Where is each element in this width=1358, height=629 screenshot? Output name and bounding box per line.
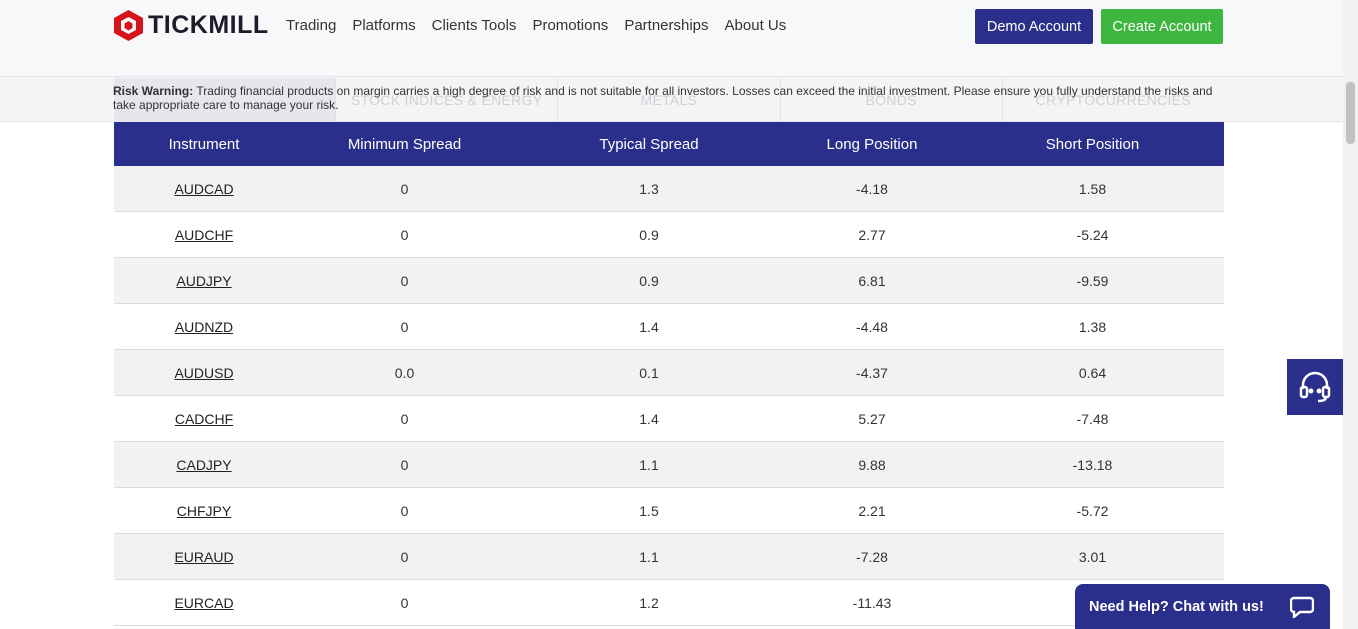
page-scrollbar[interactable]	[1343, 0, 1358, 629]
nav-clients-tools[interactable]: Clients Tools	[431, 17, 517, 34]
tab-bonds[interactable]: Bonds	[781, 78, 1003, 122]
long-position-cell: -7.28	[856, 548, 888, 565]
typical-spread-cell: 1.3	[639, 180, 659, 197]
table-row: CADJPY 0 1.1 9.88 -13.18	[114, 442, 1224, 488]
instrument-link[interactable]: CADJPY	[176, 456, 232, 473]
min-spread-cell: 0	[400, 180, 409, 197]
typical-spread-cell: 1.2	[639, 594, 659, 611]
instrument-tabs: Stock Indices & Energy Metals Bonds Cryp…	[114, 78, 1224, 122]
support-button[interactable]	[1287, 359, 1343, 415]
chat-label: Need Help? Chat with us!	[1089, 598, 1264, 615]
table-row: CHFJPY 0 1.5 2.21 -5.72	[114, 488, 1224, 534]
long-position-cell: -11.43	[852, 594, 892, 611]
instrument-link[interactable]: CADCHF	[174, 410, 234, 427]
min-spread-cell: 0	[400, 226, 409, 243]
table-row: CADCHF 0 1.4 5.27 -7.48	[114, 396, 1224, 442]
create-account-button[interactable]: Create Account	[1101, 9, 1223, 44]
short-position-cell: -9.59	[1076, 272, 1109, 289]
typical-spread-cell: 1.5	[639, 502, 659, 519]
spreads-table: Instrument Minimum Spread Typical Spread…	[114, 122, 1224, 626]
header-short-position: Short Position	[1045, 135, 1140, 153]
site-header: TICKMILL Trading Platforms Clients Tools…	[0, 0, 1343, 77]
instrument-link[interactable]: AUDCHF	[174, 226, 234, 243]
risk-warning-label: Risk Warning:	[113, 84, 194, 98]
header-minimum-spread: Minimum Spread	[347, 135, 462, 153]
instrument-link[interactable]: AUDUSD	[174, 364, 234, 381]
risk-warning-body: Trading financial products on margin car…	[113, 84, 1213, 112]
short-position-cell: 0.64	[1078, 364, 1107, 381]
instrument-link[interactable]: CHFJPY	[176, 502, 232, 519]
chat-widget-button[interactable]: Need Help? Chat with us!	[1075, 584, 1330, 629]
typical-spread-cell: 0.1	[639, 364, 659, 381]
short-position-cell: 1.58	[1078, 180, 1107, 197]
instrument-link[interactable]: AUDNZD	[174, 318, 234, 335]
short-position-cell: 1.38	[1078, 318, 1107, 335]
instrument-link[interactable]: AUDCAD	[174, 180, 234, 197]
instrument-link[interactable]: EURAUD	[174, 548, 234, 565]
typical-spread-cell: 1.1	[639, 456, 659, 473]
nav-promotions[interactable]: Promotions	[532, 17, 609, 34]
tab-metals[interactable]: Metals	[558, 78, 781, 122]
min-spread-cell: 0	[400, 410, 409, 427]
header-long-position: Long Position	[826, 135, 918, 153]
tickmill-logo-icon	[114, 10, 143, 41]
header-typical-spread: Typical Spread	[599, 135, 699, 153]
instrument-link[interactable]: AUDJPY	[176, 272, 232, 289]
tab-forex[interactable]	[114, 78, 336, 122]
short-position-cell: 3.01	[1078, 548, 1107, 565]
min-spread-cell: 0	[400, 272, 409, 289]
instrument-link[interactable]: EURCAD	[174, 594, 234, 611]
table-header: Instrument Minimum Spread Typical Spread…	[114, 122, 1224, 166]
nav-partnerships[interactable]: Partnerships	[624, 17, 709, 34]
risk-warning-text: Risk Warning: Trading financial products…	[113, 84, 1225, 112]
typical-spread-cell: 1.4	[639, 318, 659, 335]
table-row: AUDJPY 0 0.9 6.81 -9.59	[114, 258, 1224, 304]
tab-cryptocurrencies[interactable]: Cryptocurrencies	[1035, 92, 1191, 108]
demo-account-button[interactable]: Demo Account	[975, 9, 1093, 44]
short-position-cell: -7.48	[1076, 410, 1109, 427]
scrollbar-thumb[interactable]	[1346, 82, 1355, 144]
long-position-cell: 6.81	[858, 272, 886, 289]
short-position-cell: -5.72	[1076, 502, 1109, 519]
tab-stock-indices[interactable]: Stock Indices & Energy	[336, 78, 559, 122]
min-spread-cell: 0	[400, 594, 409, 611]
table-row: EURAUD 0 1.1 -7.28 3.01	[114, 534, 1224, 580]
logo-text: TICKMILL	[148, 11, 269, 39]
long-position-cell: -4.48	[856, 318, 888, 335]
min-spread-cell: 0	[400, 548, 409, 565]
chat-bubble-icon	[1290, 596, 1314, 618]
typical-spread-cell: 1.4	[639, 410, 659, 427]
table-row: AUDUSD 0.0 0.1 -4.37 0.64	[114, 350, 1224, 396]
table-row: EURCAD 0 1.2 -11.43	[114, 580, 1224, 626]
nav-about-us[interactable]: About Us	[724, 17, 787, 34]
min-spread-cell: 0	[400, 318, 409, 335]
nav-platforms[interactable]: Platforms	[352, 17, 416, 34]
header-instrument: Instrument	[168, 135, 240, 153]
headset-icon	[1299, 371, 1331, 403]
long-position-cell: 9.88	[858, 456, 886, 473]
long-position-cell: 2.77	[858, 226, 886, 243]
min-spread-cell: 0	[400, 502, 409, 519]
main-nav: Trading Platforms Clients Tools Promotio…	[286, 17, 802, 34]
long-position-cell: -4.18	[856, 180, 888, 197]
logo[interactable]: TICKMILL	[114, 10, 269, 41]
long-position-cell: 2.21	[858, 502, 886, 519]
long-position-cell: -4.37	[856, 364, 888, 381]
table-row: AUDCAD 0 1.3 -4.18 1.58	[114, 166, 1224, 212]
short-position-cell: -5.24	[1076, 226, 1109, 243]
typical-spread-cell: 1.1	[639, 548, 659, 565]
nav-trading[interactable]: Trading	[286, 17, 337, 34]
typical-spread-cell: 0.9	[639, 272, 659, 289]
table-row: AUDNZD 0 1.4 -4.48 1.38	[114, 304, 1224, 350]
short-position-cell: -13.18	[1072, 456, 1113, 473]
table-body: AUDCAD 0 1.3 -4.18 1.58 AUDCHF 0 0.9 2.7…	[114, 166, 1224, 626]
min-spread-cell: 0	[400, 456, 409, 473]
long-position-cell: 5.27	[858, 410, 886, 427]
table-row: AUDCHF 0 0.9 2.77 -5.24	[114, 212, 1224, 258]
min-spread-cell: 0.0	[394, 364, 415, 381]
typical-spread-cell: 0.9	[639, 226, 659, 243]
